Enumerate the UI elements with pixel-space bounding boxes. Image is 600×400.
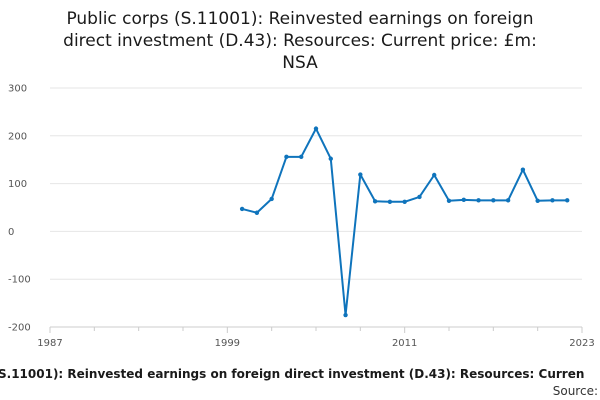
y-tick-label: 0 xyxy=(8,227,14,238)
data-point xyxy=(343,312,348,318)
data-point xyxy=(313,126,319,131)
data-point xyxy=(535,198,540,204)
y-tick-label: 300 xyxy=(8,84,27,95)
data-point xyxy=(372,199,378,204)
data-point xyxy=(299,154,304,160)
data-point xyxy=(491,198,496,203)
series-line xyxy=(241,127,568,317)
data-point xyxy=(239,206,245,212)
x-tick-label: 2011 xyxy=(392,338,417,349)
x-axis-ticks: 1987 1999 2011 2023 xyxy=(37,327,595,349)
chart-title-line-3: NSA xyxy=(282,53,318,73)
data-point xyxy=(269,196,274,202)
series-group xyxy=(239,126,570,318)
data-point xyxy=(520,167,526,172)
data-point xyxy=(402,199,407,204)
y-tick-label: -200 xyxy=(8,323,31,334)
data-point xyxy=(254,210,260,215)
data-point xyxy=(358,172,363,177)
data-point xyxy=(476,198,481,203)
y-tick-label: 100 xyxy=(8,179,27,190)
data-point xyxy=(284,154,289,160)
y-axis: 300 200 100 0 -100 -200 xyxy=(8,84,31,334)
data-point xyxy=(387,199,393,204)
chart-title-line-1: Public corps (S.11001): Reinvested earni… xyxy=(66,9,533,29)
data-point xyxy=(328,156,333,161)
data-point xyxy=(432,172,437,178)
data-point xyxy=(417,194,422,200)
y-tick-label: -100 xyxy=(8,275,31,286)
data-point xyxy=(565,198,570,203)
gridlines xyxy=(50,87,582,328)
data-point xyxy=(505,198,511,203)
data-point xyxy=(550,198,555,203)
x-tick-label: 2023 xyxy=(569,338,594,349)
data-point xyxy=(446,198,452,204)
legend-entry: S.11001): Reinvested earnings on foreign… xyxy=(0,367,584,381)
source-label: Source: xyxy=(553,384,598,398)
x-tick-label: 1999 xyxy=(215,338,240,349)
y-tick-label: 200 xyxy=(8,131,27,142)
data-point xyxy=(461,197,466,203)
chart-title: Public corps (S.11001): Reinvested earni… xyxy=(63,9,537,73)
x-tick-label: 1987 xyxy=(37,338,62,349)
chart-title-line-2: direct investment (D.43): Resources: Cur… xyxy=(63,31,537,51)
